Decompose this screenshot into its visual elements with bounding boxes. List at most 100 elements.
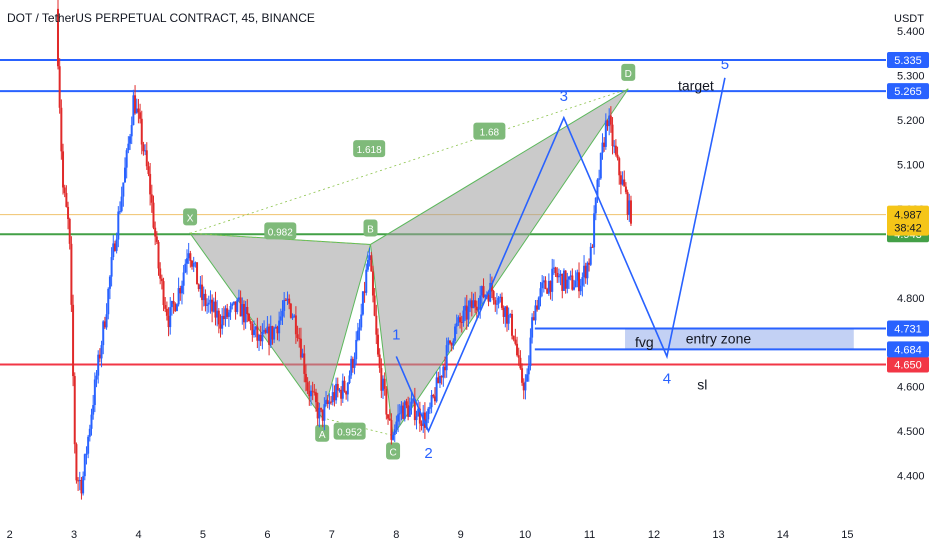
candle-body xyxy=(211,299,214,312)
candle-body xyxy=(298,337,301,339)
candle-body xyxy=(333,392,336,401)
candle-body xyxy=(469,300,472,307)
candle-body xyxy=(345,391,348,395)
pattern-point-label: X xyxy=(187,213,194,224)
candle-body xyxy=(112,243,115,258)
candle-body xyxy=(316,402,319,419)
candle-body xyxy=(137,108,140,113)
level-price-tag xyxy=(887,356,929,373)
candle-body xyxy=(490,282,493,292)
pattern-point-label: A xyxy=(319,430,326,441)
candle-body xyxy=(335,383,338,401)
candle-body xyxy=(504,306,507,317)
candle-body xyxy=(98,354,101,359)
zone-price-tag xyxy=(887,320,929,337)
candle-body xyxy=(390,420,393,440)
candle-body xyxy=(511,313,514,336)
y-tick-label: 4.800 xyxy=(897,293,925,305)
candle-body xyxy=(127,143,130,151)
candle-body xyxy=(547,280,550,294)
candle-body xyxy=(107,288,110,315)
candle-body xyxy=(385,388,388,415)
candle-body xyxy=(452,340,455,346)
candle-body xyxy=(477,308,480,311)
candle-body xyxy=(361,291,364,315)
candle-body xyxy=(395,421,398,430)
candle-body xyxy=(82,476,85,494)
candle-body xyxy=(289,303,292,318)
candle-body xyxy=(608,115,611,127)
candle-body xyxy=(351,358,354,368)
chart-title: DOT / TetherUS PERPETUAL CONTRACT, 45, B… xyxy=(7,11,315,25)
candle-body xyxy=(118,211,121,213)
candle-body xyxy=(554,267,557,274)
candle-body xyxy=(338,389,341,391)
candle-body xyxy=(259,334,262,342)
level-price-text: 5.335 xyxy=(894,55,922,67)
entry-zone-box[interactable] xyxy=(625,328,854,350)
candle-body xyxy=(191,260,194,267)
candle-body xyxy=(179,288,182,294)
fvg-annotation: fvg xyxy=(635,334,654,350)
candle-body xyxy=(209,299,212,303)
candle-body xyxy=(261,331,264,342)
candle-body xyxy=(326,400,329,404)
candle-body xyxy=(125,150,128,168)
candle-body xyxy=(167,315,170,328)
candle-body xyxy=(382,378,385,391)
candle-body xyxy=(157,241,160,269)
candle-body xyxy=(527,365,530,375)
candle-body xyxy=(154,227,157,237)
candle-body xyxy=(599,152,602,179)
candle-body xyxy=(174,303,177,312)
candle-body xyxy=(619,175,622,185)
candle-body xyxy=(467,306,470,320)
x-tick-label: 8 xyxy=(393,529,399,541)
candle-body xyxy=(221,315,224,329)
price-axis-unit: USDT xyxy=(894,13,924,25)
candle-body xyxy=(304,373,307,383)
candle-body xyxy=(303,353,306,374)
candle-body xyxy=(273,328,276,340)
candle-body xyxy=(149,173,152,195)
candle-body xyxy=(234,301,237,312)
candle-body xyxy=(207,302,210,305)
candle-body xyxy=(487,294,490,302)
candle-body xyxy=(614,145,617,155)
zone-price-text: 4.731 xyxy=(894,323,922,335)
candle-body xyxy=(202,293,205,301)
candle-body xyxy=(445,345,448,371)
candle-body xyxy=(370,255,373,272)
candle-body xyxy=(226,308,229,317)
candle-body xyxy=(423,412,426,428)
candle-body xyxy=(497,297,500,304)
candle-body xyxy=(88,428,91,437)
candle-body xyxy=(536,305,539,310)
candle-body xyxy=(415,416,418,421)
candle-body xyxy=(425,419,428,428)
candle-body xyxy=(232,301,235,304)
candle-body xyxy=(495,303,498,305)
candle-body xyxy=(314,392,317,403)
harmonic-triangle[interactable] xyxy=(369,88,629,437)
candle-body xyxy=(621,179,624,185)
candle-body xyxy=(509,313,512,316)
elliott-wave-path[interactable] xyxy=(395,77,726,434)
candle-body xyxy=(100,345,103,359)
y-tick-label: 5.100 xyxy=(897,159,925,171)
candle-body xyxy=(459,317,462,322)
x-tick-label: 10 xyxy=(519,529,531,541)
candle-body xyxy=(242,304,245,323)
candle-body xyxy=(479,295,482,309)
pattern-point-label: B xyxy=(367,224,374,235)
candle-body xyxy=(557,275,560,278)
candle-body xyxy=(77,480,80,482)
y-tick-label: 5.300 xyxy=(897,71,925,83)
candle-body xyxy=(629,200,632,224)
candle-body xyxy=(532,317,535,321)
candle-body xyxy=(569,275,572,277)
candle-body xyxy=(206,304,209,306)
candle-body xyxy=(440,375,443,378)
candle-body xyxy=(544,280,547,289)
pattern-point-label: D xyxy=(625,69,632,80)
